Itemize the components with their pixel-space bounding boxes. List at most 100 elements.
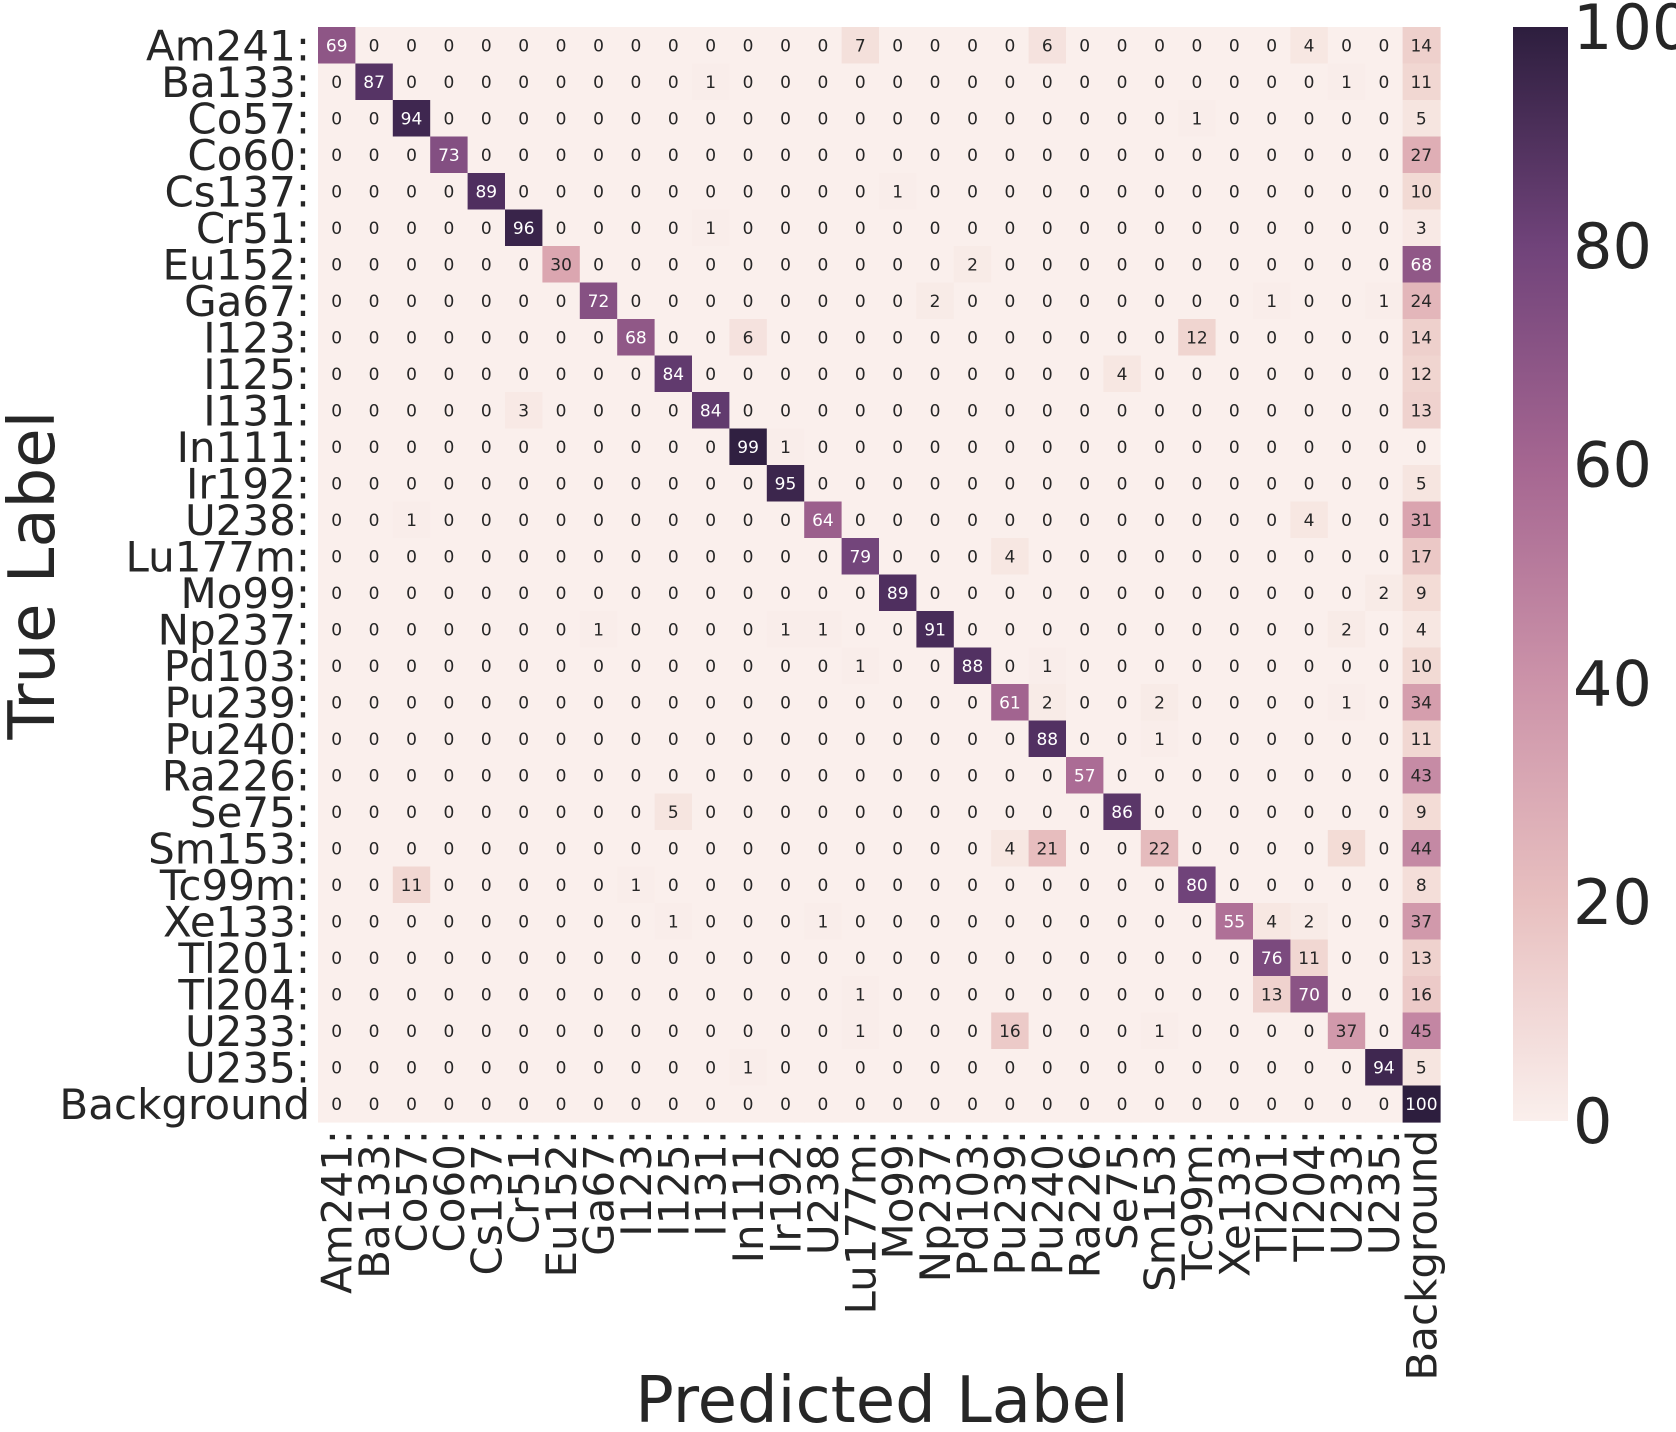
cell-value-label: 0 xyxy=(668,219,679,239)
heatmap-cell xyxy=(505,611,543,649)
cell-value-label: 0 xyxy=(1154,146,1165,166)
cell-value-label: 0 xyxy=(593,693,604,713)
heatmap-cell xyxy=(1178,976,1217,1014)
cell-value-label: 0 xyxy=(743,985,754,1005)
cell-value-label: 0 xyxy=(481,36,492,56)
cell-value-label: 0 xyxy=(1304,401,1315,421)
cell-value-label: 84 xyxy=(662,365,684,385)
y-tick-label: Ga67: xyxy=(184,277,310,326)
heatmap-cell xyxy=(1103,684,1142,722)
heatmap-cell xyxy=(879,27,917,65)
cell-value-label: 0 xyxy=(1117,109,1128,129)
cell-value-label: 0 xyxy=(1191,730,1202,750)
cell-value-label: 0 xyxy=(1042,182,1053,202)
cell-value-label: 0 xyxy=(1378,949,1389,969)
heatmap-cell xyxy=(729,866,768,904)
x-tick-label: U235: xyxy=(1360,1130,1409,1255)
heatmap-cell xyxy=(729,246,768,284)
cell-value-label: 0 xyxy=(705,1095,716,1115)
heatmap-cell xyxy=(1215,136,1254,174)
cell-value-label: 0 xyxy=(593,766,604,786)
cell-value-label: 0 xyxy=(481,949,492,969)
heatmap-cell xyxy=(1028,757,1067,795)
heatmap-cell xyxy=(804,720,843,758)
heatmap-cell xyxy=(1402,976,1441,1014)
cell-value-label: 0 xyxy=(967,985,978,1005)
cell-value-label: 0 xyxy=(1117,949,1128,969)
heatmap-cell xyxy=(729,757,768,795)
cell-value-label: 0 xyxy=(331,803,342,823)
cell-value-label: 0 xyxy=(930,693,941,713)
heatmap-cell xyxy=(318,720,356,758)
cell-value-label: 0 xyxy=(892,620,903,640)
cell-value-label: 96 xyxy=(513,219,535,239)
cell-value-label: 0 xyxy=(743,73,754,93)
heatmap-cell xyxy=(953,684,992,722)
cell-value-label: 0 xyxy=(406,438,417,458)
cell-value-label: 0 xyxy=(1266,73,1277,93)
heatmap-cell xyxy=(991,319,1030,357)
heatmap-cell xyxy=(430,319,469,357)
heatmap-cell xyxy=(355,939,394,977)
cell-value-label: 0 xyxy=(443,1022,454,1042)
heatmap-cell xyxy=(1178,465,1217,503)
cell-value-label: 0 xyxy=(1341,328,1352,348)
heatmap-cell xyxy=(392,903,431,941)
heatmap-cell xyxy=(617,319,656,357)
cell-value-label: 0 xyxy=(518,292,529,312)
cell-value-label: 0 xyxy=(331,876,342,896)
cell-value-label: 0 xyxy=(1042,547,1053,567)
cell-value-label: 0 xyxy=(743,255,754,275)
cell-value-label: 0 xyxy=(1304,1058,1315,1078)
heatmap-cell xyxy=(1066,684,1104,722)
cell-value-label: 0 xyxy=(967,547,978,567)
cell-value-label: 89 xyxy=(475,182,497,202)
cell-value-label: 0 xyxy=(855,474,866,494)
cell-value-label: 0 xyxy=(1341,584,1352,604)
heatmap-cell xyxy=(1215,246,1254,284)
heatmap-cell xyxy=(692,136,730,174)
heatmap-cell xyxy=(579,976,618,1014)
cell-value-label: 0 xyxy=(630,839,641,859)
cell-value-label: 0 xyxy=(743,912,754,932)
heatmap-cell xyxy=(1215,27,1254,65)
cell-value-label: 0 xyxy=(668,949,679,969)
heatmap-cell xyxy=(430,173,469,211)
cell-value-label: 0 xyxy=(780,876,791,896)
heatmap-cell xyxy=(1178,720,1217,758)
cell-value-label: 0 xyxy=(1304,657,1315,677)
cell-value-label: 9 xyxy=(1341,839,1352,859)
cell-value-label: 0 xyxy=(780,109,791,129)
y-tick-label: Lu177m: xyxy=(125,532,310,581)
y-tick-label: Sm153: xyxy=(148,824,310,873)
x-tick-label: U233: xyxy=(1323,1130,1372,1255)
cell-value-label: 0 xyxy=(518,620,529,640)
heatmap-cell xyxy=(1066,319,1104,357)
cell-value-label: 0 xyxy=(1154,219,1165,239)
cell-value-label: 0 xyxy=(1191,584,1202,604)
heatmap-cell xyxy=(467,173,506,211)
cell-value-label: 0 xyxy=(1042,146,1053,166)
cell-value-label: 0 xyxy=(369,547,380,567)
heatmap-cell xyxy=(1215,866,1254,904)
cell-value-label: 0 xyxy=(1378,474,1389,494)
heatmap-cell xyxy=(392,428,431,466)
cell-value-label: 0 xyxy=(443,839,454,859)
cell-value-label: 0 xyxy=(1378,876,1389,896)
cell-value-label: 0 xyxy=(331,438,342,458)
heatmap-cell xyxy=(1253,684,1291,722)
heatmap-cell xyxy=(1402,830,1441,868)
heatmap-cell xyxy=(991,830,1030,868)
cell-value-label: 0 xyxy=(967,292,978,312)
cell-value-label: 0 xyxy=(1042,1022,1053,1042)
cell-value-label: 0 xyxy=(1004,36,1015,56)
cell-value-label: 0 xyxy=(892,876,903,896)
cell-value-label: 0 xyxy=(443,693,454,713)
cell-value-label: 0 xyxy=(967,182,978,202)
heatmap-cell xyxy=(1290,1085,1329,1123)
cell-value-label: 0 xyxy=(1079,182,1090,202)
cell-value-label: 0 xyxy=(1042,109,1053,129)
cell-value-label: 0 xyxy=(1266,1058,1277,1078)
heatmap-cell xyxy=(579,392,618,430)
heatmap-cell xyxy=(1066,428,1104,466)
